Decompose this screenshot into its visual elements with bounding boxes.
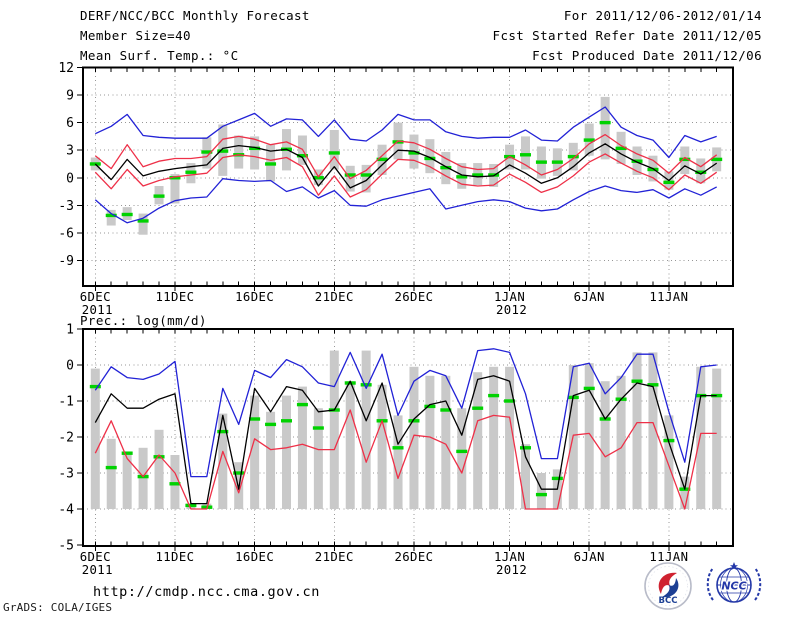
svg-text:11DEC: 11DEC xyxy=(155,290,194,304)
svg-text:-3: -3 xyxy=(58,199,74,214)
forecast-period-label: For 2011/12/06-2012/01/14 xyxy=(563,8,762,23)
svg-text:-1: -1 xyxy=(58,395,74,410)
svg-text:16DEC: 16DEC xyxy=(235,290,274,304)
ensemble-mean-line xyxy=(94,143,718,189)
bcc-logo-label: BCC xyxy=(659,596,678,606)
y-axis-labels: 1 0 -1 -2 -3 -4 -5 xyxy=(58,323,74,554)
svg-text:-5: -5 xyxy=(58,539,74,554)
ensemble-max-line xyxy=(95,106,717,159)
svg-text:2012: 2012 xyxy=(496,303,527,317)
observation-dashes xyxy=(89,120,723,223)
svg-text:26DEC: 26DEC xyxy=(394,550,433,564)
svg-text:21DEC: 21DEC xyxy=(315,550,354,564)
svg-text:0: 0 xyxy=(66,171,74,186)
svg-text:6JAN: 6JAN xyxy=(574,290,605,304)
ensemble-spread-bars xyxy=(90,350,722,509)
refer-date-label: Fcst Started Refer Date 2011/12/05 xyxy=(492,28,762,43)
svg-text:2011: 2011 xyxy=(82,303,113,317)
ncc-logo-label: NCC xyxy=(721,580,746,593)
svg-text:6JAN: 6JAN xyxy=(574,550,605,564)
svg-text:6: 6 xyxy=(66,116,74,131)
axis-ticks xyxy=(77,328,718,551)
svg-text:3: 3 xyxy=(66,144,74,159)
produced-date-label: Fcst Produced Date 2011/12/06 xyxy=(532,48,762,63)
svg-text:21DEC: 21DEC xyxy=(315,290,354,304)
svg-text:12: 12 xyxy=(58,61,74,76)
svg-text:1JAN: 1JAN xyxy=(494,550,525,564)
svg-text:-2: -2 xyxy=(58,431,74,446)
svg-text:-3: -3 xyxy=(58,467,74,482)
grads-credit: GrADS: COLA/IGES xyxy=(3,601,113,614)
svg-text:9: 9 xyxy=(66,89,74,104)
site-url: http://cmdp.ncc.cma.gov.cn xyxy=(93,584,320,600)
ncc-logo-icon: NCC xyxy=(706,562,762,603)
svg-text:-4: -4 xyxy=(58,503,74,518)
temp-chart-title: Mean Surf. Temp.: °C xyxy=(80,48,239,63)
minus-sigma-line xyxy=(94,153,718,198)
svg-text:6DEC: 6DEC xyxy=(80,290,111,304)
member-size-label: Member Size=40 xyxy=(80,28,191,43)
ensemble-max-line xyxy=(94,348,717,478)
chart-frame xyxy=(81,66,735,288)
svg-text:1JAN: 1JAN xyxy=(494,290,525,304)
precip-chart-title: Prec.: log(mm/d) xyxy=(80,313,207,328)
svg-text:-9: -9 xyxy=(58,254,74,269)
plus-sigma-line xyxy=(94,133,718,180)
ensemble-min-line xyxy=(94,409,717,510)
page-title: DERF/NCC/BCC Monthly Forecast xyxy=(80,8,310,23)
svg-text:16DEC: 16DEC xyxy=(235,550,274,564)
svg-text:0: 0 xyxy=(66,359,74,374)
svg-text:6DEC: 6DEC xyxy=(80,550,111,564)
grid-lines xyxy=(83,329,733,546)
y-axis-labels: 12 9 6 3 0 -3 -6 -9 xyxy=(58,61,74,269)
svg-text:1: 1 xyxy=(66,323,74,338)
svg-text:2012: 2012 xyxy=(496,563,527,577)
svg-text:26DEC: 26DEC xyxy=(394,290,433,304)
ensemble-mean-line xyxy=(94,375,717,505)
svg-text:11DEC: 11DEC xyxy=(155,550,194,564)
axis-ticks xyxy=(77,67,718,291)
ensemble-min-line xyxy=(94,178,718,224)
svg-text:11JAN: 11JAN xyxy=(649,290,688,304)
svg-text:11JAN: 11JAN xyxy=(649,550,688,564)
svg-text:-6: -6 xyxy=(58,226,74,241)
bcc-logo-icon: BCC xyxy=(644,562,692,610)
observation-dashes xyxy=(89,379,723,509)
svg-text:2011: 2011 xyxy=(82,563,113,577)
